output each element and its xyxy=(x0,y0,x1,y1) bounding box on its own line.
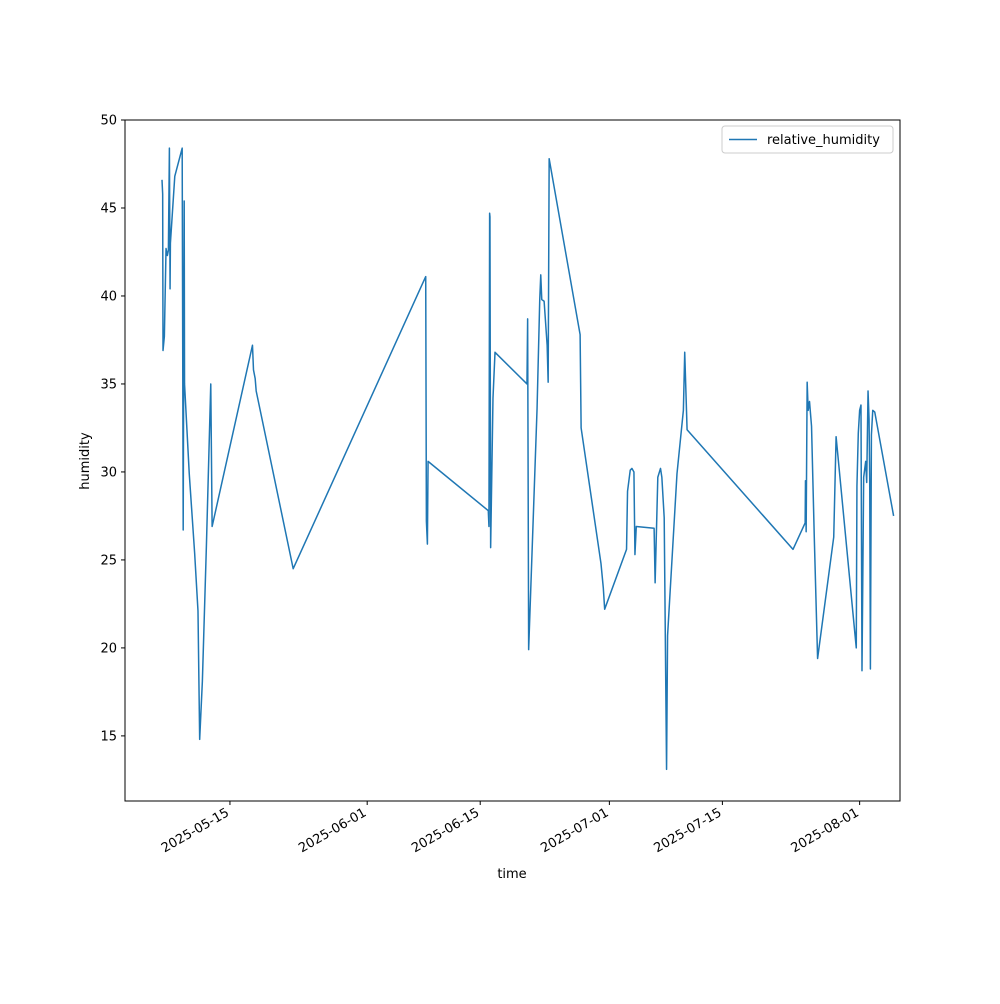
series-line-relative-humidity xyxy=(161,147,895,771)
legend-box xyxy=(721,125,894,154)
x-axis-label: time xyxy=(497,867,526,882)
y-tick-label: 20 xyxy=(100,641,117,656)
legend-label: relative_humidity xyxy=(767,133,880,148)
y-axis-label: humidity xyxy=(78,432,93,490)
y-tick-label: 30 xyxy=(100,465,117,480)
y-tick-label: 40 xyxy=(100,289,117,304)
y-tick-label: 50 xyxy=(100,114,117,129)
plot-frame xyxy=(124,119,901,802)
legend: relative_humidity xyxy=(721,125,894,154)
y-axis-ticks: 15 20 25 30 35 40 45 50 xyxy=(100,114,125,744)
y-tick-label: 25 xyxy=(100,553,117,568)
y-tick-label: 45 xyxy=(100,201,117,216)
y-tick-label: 15 xyxy=(100,729,117,744)
y-tick-label: 35 xyxy=(100,377,117,392)
